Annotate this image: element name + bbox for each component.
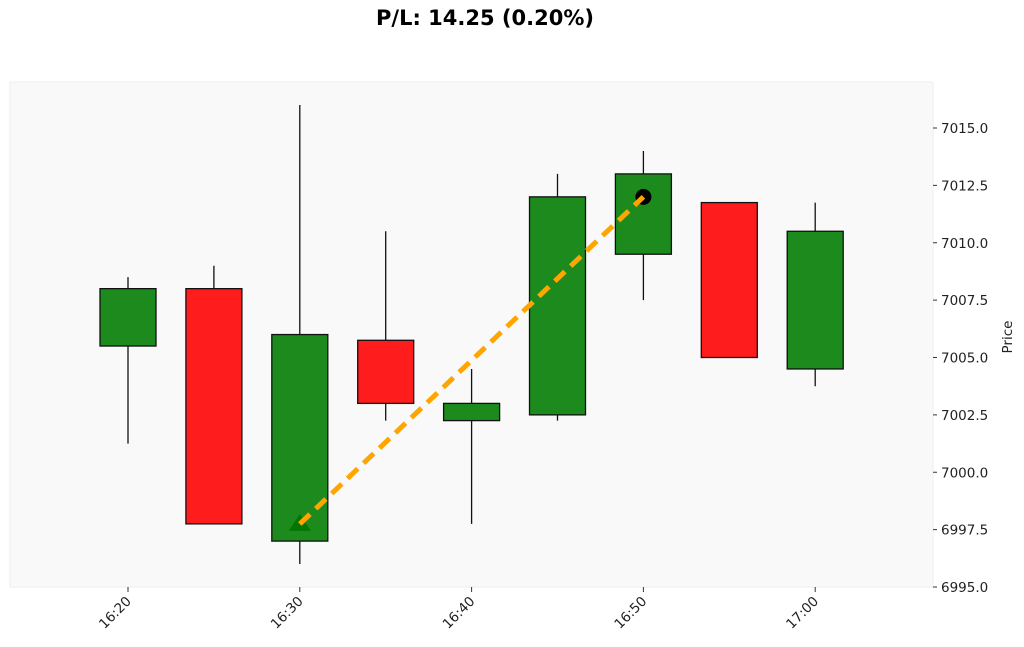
- y-tick-label: 7007.5: [941, 293, 988, 309]
- x-tick-label: 16:30: [268, 594, 307, 633]
- y-tick-label: 7012.5: [941, 178, 988, 194]
- chart-title: P/L: 14.25 (0.20%): [376, 6, 594, 30]
- x-tick-label: 17:00: [783, 594, 822, 633]
- y-axis: 6995.0 6997.5 7000.0 7002.5 7005.0 7007.5 7010…: [933, 121, 988, 596]
- candle-body: [700, 201, 758, 359]
- y-axis-label: Price: [1000, 321, 1016, 354]
- y-tick-label: 7000.0: [941, 465, 988, 481]
- candle-1700: [786, 202, 844, 387]
- candle-1655: [700, 201, 758, 359]
- trade-line: [298, 195, 646, 526]
- candle-body: [442, 402, 501, 422]
- x-tick-label: 16:50: [611, 594, 650, 633]
- candle-1625: [185, 265, 243, 525]
- candle-body: [528, 196, 587, 416]
- x-tick-label: 16:20: [96, 594, 135, 633]
- x-tick-label: 16:40: [440, 594, 479, 633]
- y-tick-label: 6995.0: [941, 580, 988, 596]
- candle-body: [786, 230, 844, 370]
- y-tick-label: 7002.5: [941, 408, 988, 424]
- candle-body: [271, 333, 329, 542]
- candle-body: [357, 339, 415, 405]
- y-tick-label: 6997.5: [941, 523, 988, 539]
- y-tick-label: 7015.0: [941, 121, 988, 137]
- trade-overlay: [288, 188, 652, 531]
- candle-1645: [528, 173, 587, 421]
- candle-1620: [99, 277, 157, 444]
- candle-1640: [442, 368, 501, 524]
- y-tick-label: 7010.0: [941, 236, 988, 252]
- candle-1635: [357, 231, 415, 421]
- x-axis: 16:20 16:30 16:40 16:50 17:00: [96, 587, 822, 632]
- candle-body: [99, 287, 157, 347]
- candle-body: [185, 287, 243, 525]
- y-tick-label: 7005.0: [941, 351, 988, 367]
